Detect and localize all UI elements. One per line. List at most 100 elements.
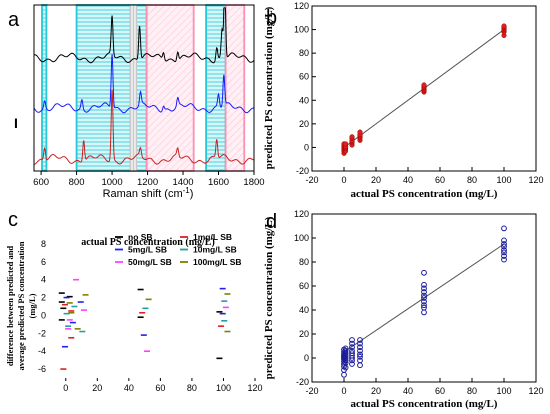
data-point [341,349,347,355]
plot-frame [33,4,255,172]
data-point [421,285,427,292]
axis-ticks: -20 0 20 40 60 80 100 120 -20 0 20 40 60 80 100 120 [294,1,544,185]
x-tick-label: 600 [33,177,49,188]
y-tick-label: 8 [41,239,46,249]
data-point [349,350,355,357]
x-tick-label: 100 [216,383,231,393]
panel-label-d: d [266,211,277,233]
data-point [341,346,347,353]
legend-label: 1mg/L SB [193,232,232,242]
data-point [342,345,349,352]
scatter-points [341,23,507,156]
data-point [349,361,355,367]
x-tick-label: 120 [528,386,543,396]
y-tick-label: 100 [294,25,309,35]
data-point [349,340,355,347]
x-tick-label: 0 [341,175,346,185]
data-point [421,302,427,309]
legend-label: 5mg/L SB [128,245,167,255]
data-point [421,269,427,276]
difference-markers [58,278,231,370]
data-point [501,237,507,244]
plot-frame [311,213,537,383]
y-tick-label: 20 [299,119,309,129]
data-point [357,347,363,354]
y-tick-label: 0 [304,353,309,363]
x-axis-label: Raman shift (cm-1) [103,186,194,200]
x-tick-label: -20 [305,175,318,185]
y-tick-label: 4 [41,275,46,285]
axis-ticks: 0 20 40 60 80 100 120 -6 -4 -2 0 2 4 6 8 [38,239,263,393]
y-axis-label-line-1: difference between predicted and [5,246,15,367]
x-tick-label: 80 [187,383,197,393]
y-tick-label: 2 [41,293,46,303]
data-point [357,353,363,360]
data-point [343,141,349,147]
x-tick-label: 100 [496,175,511,185]
y-tick-label: 100 [294,233,309,243]
y-tick-label: -2 [38,328,46,338]
x-tick-label: 800 [69,177,85,188]
data-point [421,281,427,288]
x-tick-label: 80 [467,386,477,396]
highlight-band [224,4,246,172]
x-tick-label: 40 [403,386,413,396]
y-tick-label: 60 [299,72,309,82]
panel-label-b: b [266,7,277,29]
x-tick-label: 20 [92,383,102,393]
data-point [501,247,507,253]
data-point [349,347,355,354]
legend-label: 100mg/L SB [193,257,242,267]
data-point [349,337,355,343]
y-axis-label: difference between predicted and average… [5,241,37,370]
y-axis-label: predicted PS concentration (mg/L) [263,6,275,169]
data-point [357,362,363,369]
y-tick-label: 80 [299,257,309,267]
data-point [501,243,507,250]
y-axis-label: predicted PS concentration (mg/L) [263,216,275,379]
spectrum-line [33,7,255,64]
data-point [357,337,363,343]
panel-label-c: c [8,209,18,231]
x-tick-label: 1400 [172,177,193,188]
y-tick-label: 20 [299,329,309,339]
x-tick-label: 80 [467,175,477,185]
x-axis-ticks: 600 800 1000 1200 1400 1600 1800 [33,171,265,188]
legend-label: 50mg/L SB [128,257,172,267]
y-tick-label: 6 [41,257,46,267]
x-tick-label: 60 [435,386,445,396]
y-tick-label: 40 [299,305,309,315]
x-tick-label: 60 [155,383,165,393]
legend: no SB 1mg/L SB 5mg/L SB 10mg/L SB 50mg/L SB 1… [115,232,242,267]
y-axis-label-line-3: (mg/L) [27,293,37,318]
data-point [357,129,363,135]
highlight-band [129,4,138,172]
panel-b-prediction-scatter: -20 0 20 40 60 80 100 120 -20 0 20 40 60 80 100 120 act… [263,1,544,200]
x-tick-label: 20 [371,386,381,396]
y-tick-label: -4 [38,346,46,356]
panel-d-prediction-scatter: -20 0 20 40 60 80 100 120 -20 0 20 40 60 80 100 120 act… [263,209,544,410]
spectrum-line [33,54,255,114]
data-point [421,298,427,305]
panel-c-difference-scatter: 0 20 40 60 80 100 120 -6 -4 -2 0 2 4 6 8 actual PS con… [5,232,263,393]
highlight-band [41,4,48,172]
x-axis-label: actual PS concentration (mg/L) [351,188,498,200]
data-point [421,82,427,88]
x-tick-label: 1600 [208,177,229,188]
x-tick-label: 0 [341,386,346,396]
highlight-bands [41,4,246,172]
plot-frame [311,5,537,172]
data-point [501,241,507,247]
y-tick-label: 120 [294,209,309,219]
data-point [357,340,363,347]
data-point [501,23,507,29]
data-point [349,344,355,351]
y-tick-label: 0 [304,142,309,152]
data-point [501,249,507,256]
highlight-band [145,4,195,172]
y-axis-label: I [14,115,18,131]
data-point [357,357,363,364]
x-tick-label: 1000 [101,177,122,188]
panel-a-raman-spectra: 600 800 1000 1200 1400 1600 1800 I Raman shift… [14,4,265,200]
